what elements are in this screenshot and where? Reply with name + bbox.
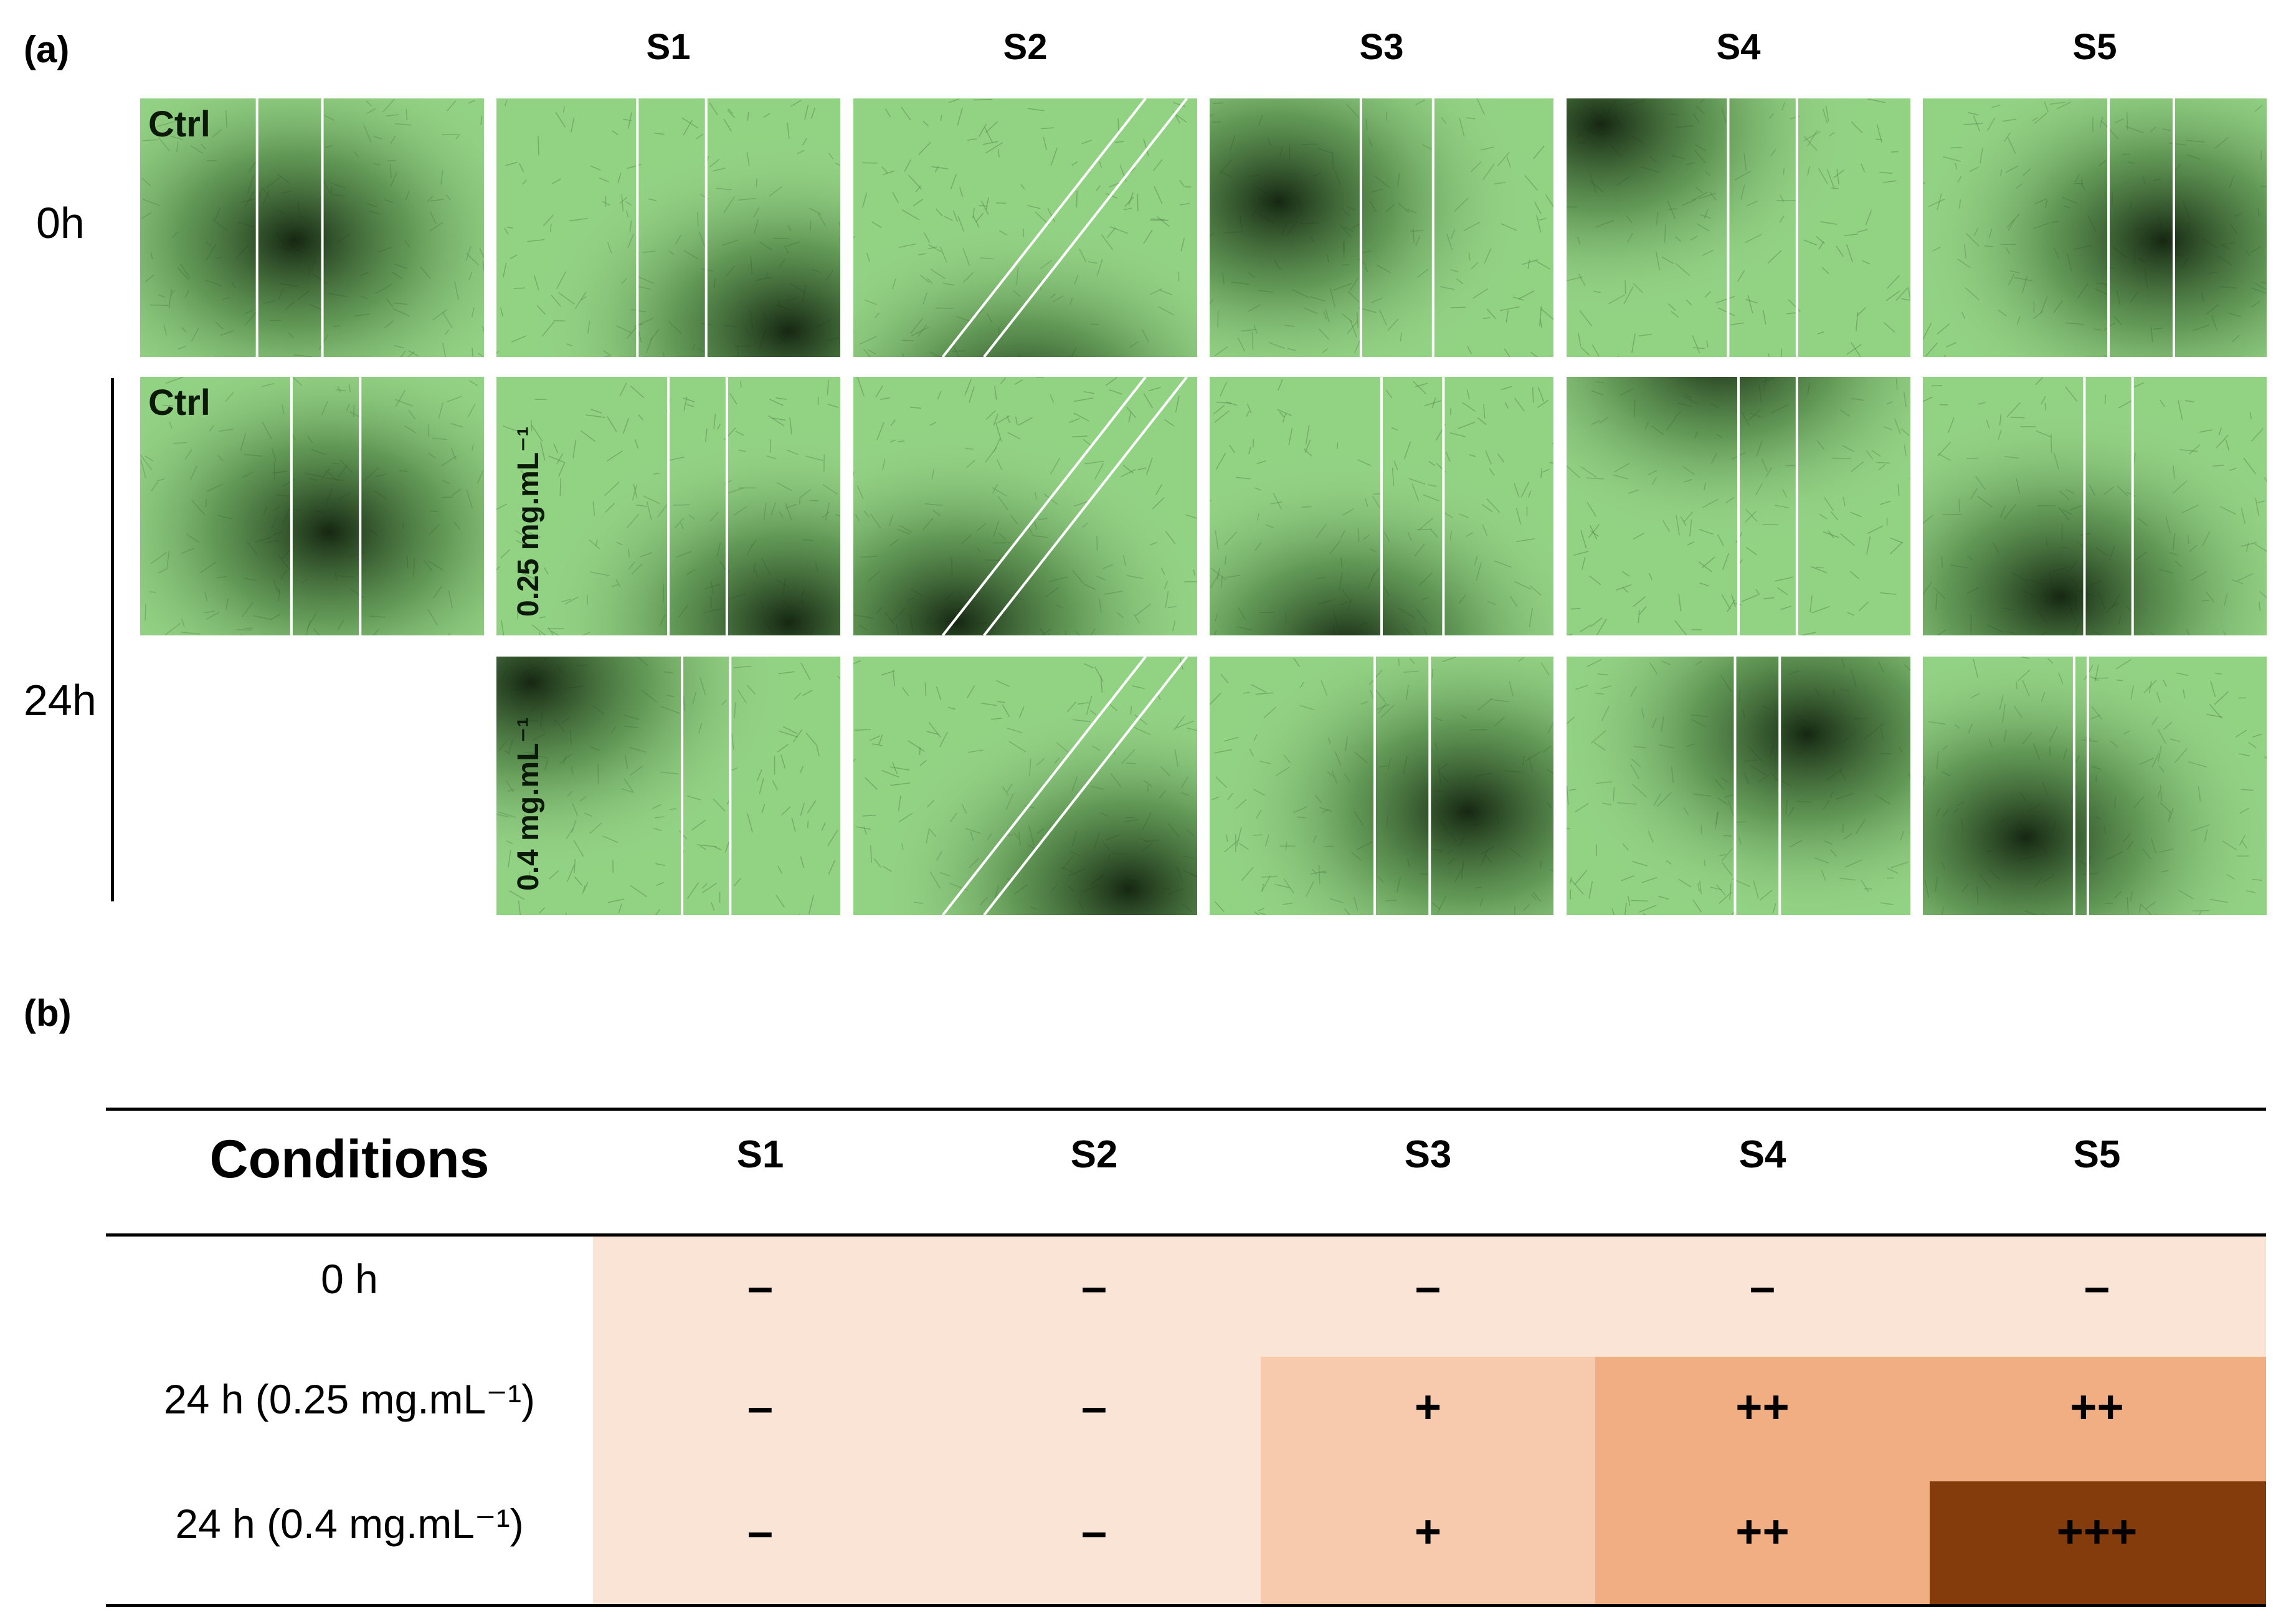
- table-cell-value: ++: [2070, 1381, 2124, 1433]
- table-cell-value: ++: [1735, 1506, 1790, 1557]
- table-cell-bg: [927, 1481, 1261, 1606]
- table-header-rule: [106, 1233, 2266, 1237]
- table-bottom-rule: [106, 1604, 2266, 1607]
- ctrl-label-0h: Ctrl: [148, 104, 211, 145]
- table-header-s5: S5: [2073, 1133, 2121, 1176]
- table-cell-value: –: [1749, 1261, 1776, 1313]
- column-header-s5: S5: [2072, 27, 2117, 67]
- microscopy-tile: [853, 377, 1197, 635]
- table-cell-value: +++: [2056, 1506, 2138, 1557]
- microscopy-tile: [1210, 98, 1553, 357]
- table-header-s2: S2: [1070, 1133, 1118, 1176]
- table-header-s3: S3: [1404, 1133, 1452, 1176]
- table-cell-value: –: [747, 1381, 774, 1433]
- concentration-label-04: 0.4 mg.mL⁻¹: [512, 717, 545, 891]
- column-header-s3: S3: [1359, 27, 1404, 67]
- microscopy-tile: [1923, 98, 2267, 357]
- table-header-s4: S4: [1738, 1133, 1786, 1176]
- table-cell-bg: [1261, 1481, 1595, 1606]
- ctrl-label-24h: Ctrl: [148, 382, 211, 423]
- table-cell-value: +: [1414, 1381, 1442, 1433]
- table-row-condition: 24 h (0.25 mg.mL⁻¹): [163, 1376, 536, 1422]
- table-cell-bg: [927, 1357, 1261, 1481]
- table-cell-bg: [1261, 1357, 1595, 1481]
- table-header-conditions: Conditions: [209, 1129, 490, 1189]
- table-header-s1: S1: [736, 1133, 784, 1176]
- microscopy-tile: [140, 98, 484, 357]
- microscopy-tile: [853, 657, 1197, 915]
- microscopy-tile: [1567, 377, 1910, 635]
- table-cell-bg: [593, 1237, 927, 1357]
- concentration-label-025: 0.25 mg.mL⁻¹: [512, 426, 545, 617]
- microscopy-tile: [496, 377, 840, 635]
- table-cell-value: –: [747, 1261, 774, 1313]
- microscopy-tile: [496, 657, 840, 915]
- microscopy-tile: [1210, 377, 1553, 635]
- table-cell-bg: [1595, 1357, 1930, 1481]
- table-cell-value: –: [747, 1506, 774, 1557]
- microscopy-tile: [1923, 377, 2267, 635]
- table-row-condition: 24 h (0.4 mg.mL⁻¹): [175, 1501, 524, 1547]
- table-cell-value: –: [1081, 1506, 1107, 1557]
- microscopy-tile: [1567, 98, 1910, 357]
- table-top-rule: [106, 1108, 2266, 1111]
- column-header-s2: S2: [1003, 27, 1048, 67]
- row-24h-bracket: [111, 378, 114, 901]
- table-cell-bg: [1930, 1357, 2266, 1481]
- table-cell-value: –: [1415, 1261, 1441, 1313]
- table-cell-bg: [593, 1481, 927, 1606]
- row-label-0h: 0h: [36, 199, 85, 247]
- panel-b-label: (b): [24, 992, 72, 1034]
- table-cell-value: –: [1081, 1261, 1107, 1313]
- table-cell-value: –: [1081, 1381, 1107, 1433]
- panel-a-label: (a): [24, 29, 70, 70]
- microscopy-tile: [140, 377, 484, 635]
- table-cell-value: ++: [1735, 1381, 1790, 1433]
- table-cell-bg: [1261, 1237, 1595, 1357]
- table-cell-bg: [927, 1237, 1261, 1357]
- table-cell-bg: [1930, 1237, 2266, 1357]
- row-label-24h: 24h: [24, 676, 97, 724]
- column-header-s1: S1: [646, 27, 691, 67]
- table-cell-bg: [593, 1357, 927, 1481]
- column-header-s4: S4: [1716, 27, 1761, 67]
- microscopy-tile: [1567, 657, 1910, 915]
- microscopy-tile: [496, 98, 840, 357]
- microscopy-tile: [1210, 657, 1553, 915]
- table-cell-bg: [1595, 1481, 1930, 1606]
- table-cell-bg: [1930, 1481, 2266, 1606]
- microscopy-tile: [1923, 657, 2267, 915]
- table-cell-value: –: [2084, 1261, 2110, 1313]
- table-cell-value: +: [1414, 1506, 1442, 1557]
- microscopy-tile: [853, 98, 1197, 357]
- table-row-condition: 0 h: [321, 1256, 378, 1302]
- table-cell-bg: [1595, 1237, 1930, 1357]
